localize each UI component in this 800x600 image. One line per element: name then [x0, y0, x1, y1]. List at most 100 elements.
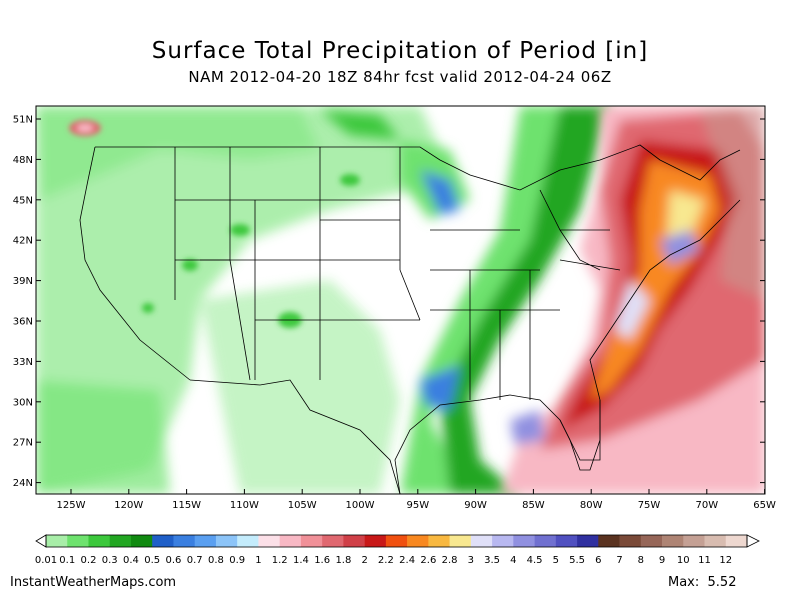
lon-label: 110W: [230, 500, 259, 511]
colorbar-label: 1.4: [293, 555, 309, 566]
colorbar-swatch: [428, 535, 450, 547]
colorbar-swatch: [640, 535, 663, 547]
colorbar-label: 0.3: [102, 555, 118, 566]
colorbar-label: 1.8: [335, 555, 351, 566]
colorbar-swatch: [555, 535, 578, 547]
colorbar-swatch: [619, 535, 642, 547]
colorbar-swatch: [67, 535, 89, 547]
max-value: Max: 5.52: [668, 575, 737, 590]
precip-field: [36, 106, 765, 494]
colorbar-label: 0.4: [123, 555, 139, 566]
lon-label: 85W: [522, 500, 545, 511]
colorbar-label: 0.9: [229, 555, 245, 566]
colorbar-swatch: [215, 535, 238, 547]
colorbar-swatch: [662, 535, 684, 547]
colorbar-swatch: [46, 535, 68, 547]
colorbar-label: 0.5: [144, 555, 160, 566]
colorbar-swatch: [173, 535, 195, 547]
colorbar-swatch: [492, 535, 514, 547]
colorbar-outline: [45, 534, 748, 548]
colorbar-swatch: [470, 535, 493, 547]
map-title: Surface Total Precipitation of Period [i…: [151, 38, 649, 64]
colorbar-swatch: [364, 535, 387, 547]
colorbar-label: 0.01: [35, 555, 57, 566]
lon-label: 90W: [464, 500, 487, 511]
colorbar-swatch: [237, 535, 259, 547]
colorbar-label: 5.5: [569, 555, 585, 566]
colorbar-label: 8: [638, 555, 644, 566]
colorbar-swatch: [109, 535, 132, 547]
lat-label: 27N: [13, 438, 33, 449]
colorbar-swatch: [577, 535, 599, 547]
colorbar-swatch: [130, 535, 153, 547]
longitude-labels: 125W 120W 115W 110W 105W 100W 95W 90W 85W 80W 75W 7…: [57, 500, 777, 511]
colorbar-swatch: [449, 535, 472, 547]
colorbar-label: 0.7: [187, 555, 203, 566]
colorbar-swatch: [534, 535, 557, 547]
colorbar-swatch: [300, 535, 323, 547]
colorbar-label: 0.8: [208, 555, 224, 566]
lon-label: 80W: [580, 500, 603, 511]
colorbar-swatch: [343, 535, 365, 547]
lat-label: 36N: [13, 317, 33, 328]
source-credit: InstantWeatherMaps.com: [10, 575, 177, 590]
colorbar-label: 1.6: [314, 555, 330, 566]
colorbar-swatch: [704, 535, 727, 547]
lon-label: 105W: [288, 500, 317, 511]
colorbar: 0.01 0.1 0.2 0.3 0.4 0.5 0.6 0.7 0.8 0.9 1 1.2 1.4 1.…: [35, 534, 760, 566]
lon-label: 65W: [753, 500, 776, 511]
lat-label: 39N: [13, 276, 33, 287]
colorbar-swatch: [322, 535, 344, 547]
colorbar-label: 0.2: [81, 555, 97, 566]
colorbar-label: 9: [659, 555, 665, 566]
lat-label: 51N: [13, 115, 33, 126]
colorbar-label: 2.6: [420, 555, 436, 566]
lon-label: 95W: [406, 500, 429, 511]
colorbar-label: 1.2: [272, 555, 288, 566]
boundaries: [79, 144, 741, 494]
map-frame: [35, 105, 766, 495]
colorbar-label: 3.5: [484, 555, 500, 566]
colorbar-label: 0.6: [166, 555, 182, 566]
colorbar-swatch: [258, 535, 280, 547]
colorbar-label: 5: [553, 555, 559, 566]
lat-label: 24N: [13, 478, 33, 489]
colorbar-swatch: [279, 535, 302, 547]
lon-label: 120W: [114, 500, 143, 511]
lat-label: 42N: [13, 236, 33, 247]
lat-label: 45N: [13, 195, 33, 206]
colorbar-label: 4.5: [527, 555, 543, 566]
colorbar-label: 10: [677, 555, 690, 566]
colorbar-label: 3: [468, 555, 474, 566]
colorbar-label: 12: [719, 555, 732, 566]
colorbar-swatch: [88, 535, 111, 547]
colorbar-swatch: [407, 535, 429, 547]
colorbar-label: 6: [595, 555, 601, 566]
colorbar-swatch: [152, 535, 174, 547]
colorbar-label: 7: [616, 555, 622, 566]
colorbar-swatch: [385, 535, 408, 547]
lon-label: 125W: [57, 500, 86, 511]
colorbar-left-arrow: [35, 534, 47, 548]
colorbar-label: 2.8: [442, 555, 458, 566]
colorbar-label: 2.4: [399, 555, 415, 566]
colorbar-label: 2.2: [378, 555, 394, 566]
colorbar-swatch: [725, 535, 748, 547]
latitude-labels: 51N 48N 45N 42N 39N 36N 33N 30N 27N 24N: [13, 115, 33, 490]
colorbar-label: 11: [698, 555, 711, 566]
colorbar-swatch: [683, 535, 705, 547]
map-subtitle: NAM 2012-04-20 18Z 84hr fcst valid 2012-…: [188, 68, 612, 86]
lat-label: 33N: [13, 357, 33, 368]
colorbar-swatch: [194, 535, 217, 547]
colorbar-label: 4: [510, 555, 516, 566]
lon-label: 70W: [695, 500, 718, 511]
lat-label: 30N: [13, 397, 33, 408]
colorbar-swatch: [513, 535, 535, 547]
axis-ticks: [36, 118, 766, 494]
colorbar-right-arrow: [746, 534, 760, 548]
colorbar-label: 1: [255, 555, 261, 566]
colorbar-swatch: [598, 535, 620, 547]
colorbar-label: 2: [361, 555, 367, 566]
colorbar-label: 0.1: [59, 555, 75, 566]
